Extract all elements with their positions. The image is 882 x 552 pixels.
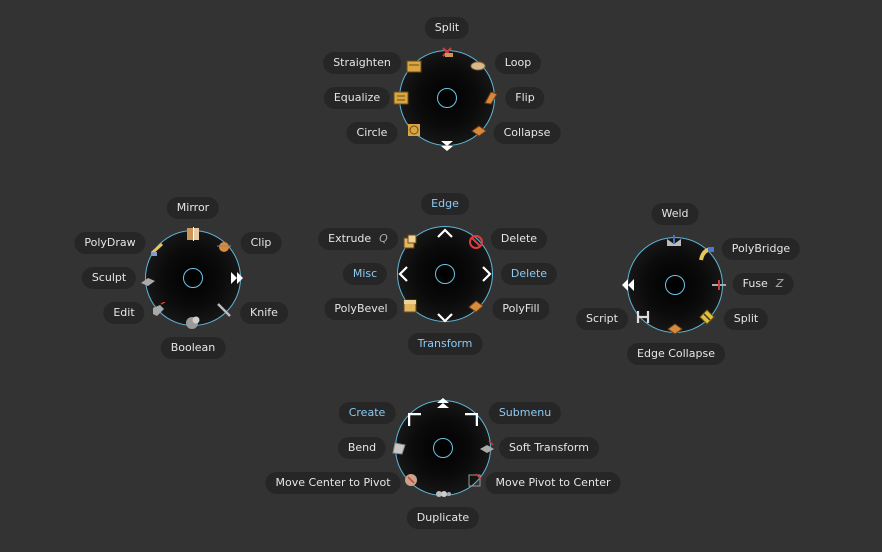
submenu-misc[interactable]: Misc <box>342 263 388 285</box>
clip-item[interactable]: Clip <box>240 232 282 254</box>
loop-item[interactable]: Loop <box>494 52 542 74</box>
weld-icon <box>666 234 682 250</box>
edge-collapse-item[interactable]: Edge Collapse <box>627 343 725 365</box>
extrude-item[interactable]: Extrude Q <box>318 228 398 250</box>
extrude-hotkey: Q <box>379 232 388 245</box>
straighten-icon <box>406 58 422 74</box>
radial-center[interactable] <box>665 275 685 295</box>
polyfill-item[interactable]: PolyFill <box>492 298 550 320</box>
move-pivot-to-center-item[interactable]: Move Pivot to Center <box>485 472 621 494</box>
extrude-icon <box>402 234 418 250</box>
polyfill-icon <box>468 298 484 314</box>
sculpt-icon <box>140 273 156 289</box>
clip-icon <box>216 238 232 254</box>
knife-icon <box>216 302 232 318</box>
move-pivot-to-center-icon <box>467 472 483 488</box>
split-item[interactable]: Split <box>723 308 769 330</box>
submenu-edge[interactable]: Edge <box>421 193 469 215</box>
chevron-down-icon[interactable] <box>437 313 453 323</box>
collapse-icon <box>471 122 487 138</box>
submenu-create[interactable]: Create <box>338 402 396 424</box>
submenu-item[interactable]: Submenu <box>488 402 562 424</box>
edit-item[interactable]: Edit <box>103 302 145 324</box>
radial-center[interactable] <box>183 268 203 288</box>
soft-transform-item[interactable]: Soft Transform <box>499 437 599 459</box>
flip-icon <box>483 90 499 106</box>
polydraw-icon <box>150 241 166 257</box>
duplicate-icon <box>435 484 451 500</box>
chevron-right-icon[interactable] <box>482 266 492 282</box>
corner-top-right-icon[interactable] <box>464 413 478 427</box>
equalize-item[interactable]: Equalize <box>323 87 391 109</box>
chevron-down-icon[interactable] <box>440 140 454 152</box>
equalize-icon <box>393 90 409 106</box>
move-center-to-pivot-item[interactable]: Move Center to Pivot <box>265 472 401 494</box>
radial-center[interactable] <box>437 88 457 108</box>
soft-transform-icon <box>479 440 495 456</box>
circle-icon <box>406 122 422 138</box>
mirror-item[interactable]: Mirror <box>166 197 220 219</box>
bend-icon <box>391 440 407 456</box>
fuse-hotkey: Z <box>775 277 784 290</box>
corner-top-left-icon[interactable] <box>408 413 422 427</box>
chevron-left-double-icon[interactable] <box>620 277 636 293</box>
chevron-up-icon[interactable] <box>437 228 453 238</box>
delete-icon <box>468 234 484 250</box>
mirror-icon <box>185 226 201 242</box>
split-icon <box>439 44 455 60</box>
extrude-label: Extrude <box>328 232 372 245</box>
circle-item[interactable]: Circle <box>346 122 398 144</box>
split-icon <box>699 309 715 325</box>
collapse-item[interactable]: Collapse <box>493 122 561 144</box>
split-item[interactable]: Split <box>424 17 470 39</box>
radial-center[interactable] <box>435 264 455 284</box>
weld-item[interactable]: Weld <box>651 203 699 225</box>
polybevel-item[interactable]: PolyBevel <box>324 298 398 320</box>
boolean-item[interactable]: Boolean <box>160 337 226 359</box>
delete-item[interactable]: Delete <box>490 228 548 250</box>
edge-collapse-icon <box>667 321 683 337</box>
bend-item[interactable]: Bend <box>337 437 387 459</box>
fuse-label: Fuse <box>742 277 768 290</box>
fuse-icon <box>711 277 727 293</box>
submenu-transform[interactable]: Transform <box>407 333 483 355</box>
submenu-delete[interactable]: Delete <box>500 263 558 285</box>
knife-item[interactable]: Knife <box>240 302 288 324</box>
script-icon <box>635 309 651 325</box>
polybevel-icon <box>402 298 418 314</box>
duplicate-item[interactable]: Duplicate <box>406 507 480 529</box>
chevron-right-double-icon[interactable] <box>229 270 245 286</box>
polybridge-icon <box>699 246 715 262</box>
move-center-to-pivot-icon <box>403 472 419 488</box>
radial-center[interactable] <box>433 438 453 458</box>
loop-icon <box>470 58 486 74</box>
boolean-icon <box>185 314 201 330</box>
sculpt-item[interactable]: Sculpt <box>81 267 137 289</box>
fuse-item[interactable]: Fuse Z <box>732 273 794 295</box>
chevron-left-icon[interactable] <box>398 266 408 282</box>
edit-icon <box>151 302 167 318</box>
straighten-item[interactable]: Straighten <box>323 52 401 74</box>
script-item[interactable]: Script <box>576 308 628 330</box>
flip-item[interactable]: Flip <box>505 87 545 109</box>
polybridge-item[interactable]: PolyBridge <box>721 238 801 260</box>
chevron-up-double-icon[interactable] <box>436 397 450 409</box>
polydraw-item[interactable]: PolyDraw <box>74 232 146 254</box>
